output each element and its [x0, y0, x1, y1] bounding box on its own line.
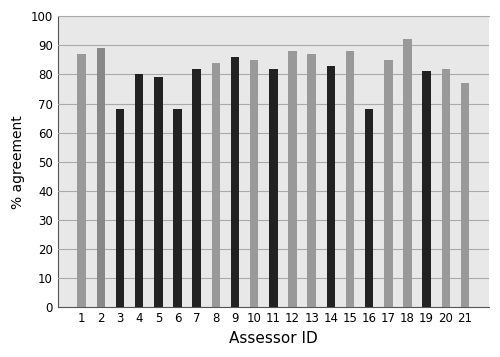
- Y-axis label: % agreement: % agreement: [11, 115, 25, 209]
- Bar: [250, 60, 258, 307]
- Bar: [212, 63, 220, 307]
- Bar: [154, 77, 162, 307]
- Bar: [308, 54, 316, 307]
- Bar: [346, 51, 354, 307]
- Bar: [116, 109, 124, 307]
- Bar: [96, 48, 105, 307]
- Bar: [384, 60, 392, 307]
- Bar: [422, 71, 431, 307]
- Bar: [269, 69, 278, 307]
- Bar: [173, 109, 182, 307]
- Bar: [135, 74, 143, 307]
- Bar: [288, 51, 297, 307]
- Bar: [78, 54, 86, 307]
- Bar: [230, 57, 239, 307]
- Bar: [365, 109, 374, 307]
- Bar: [192, 69, 201, 307]
- X-axis label: Assessor ID: Assessor ID: [229, 331, 318, 346]
- Bar: [326, 66, 335, 307]
- Bar: [460, 83, 469, 307]
- Bar: [442, 69, 450, 307]
- Bar: [403, 39, 412, 307]
